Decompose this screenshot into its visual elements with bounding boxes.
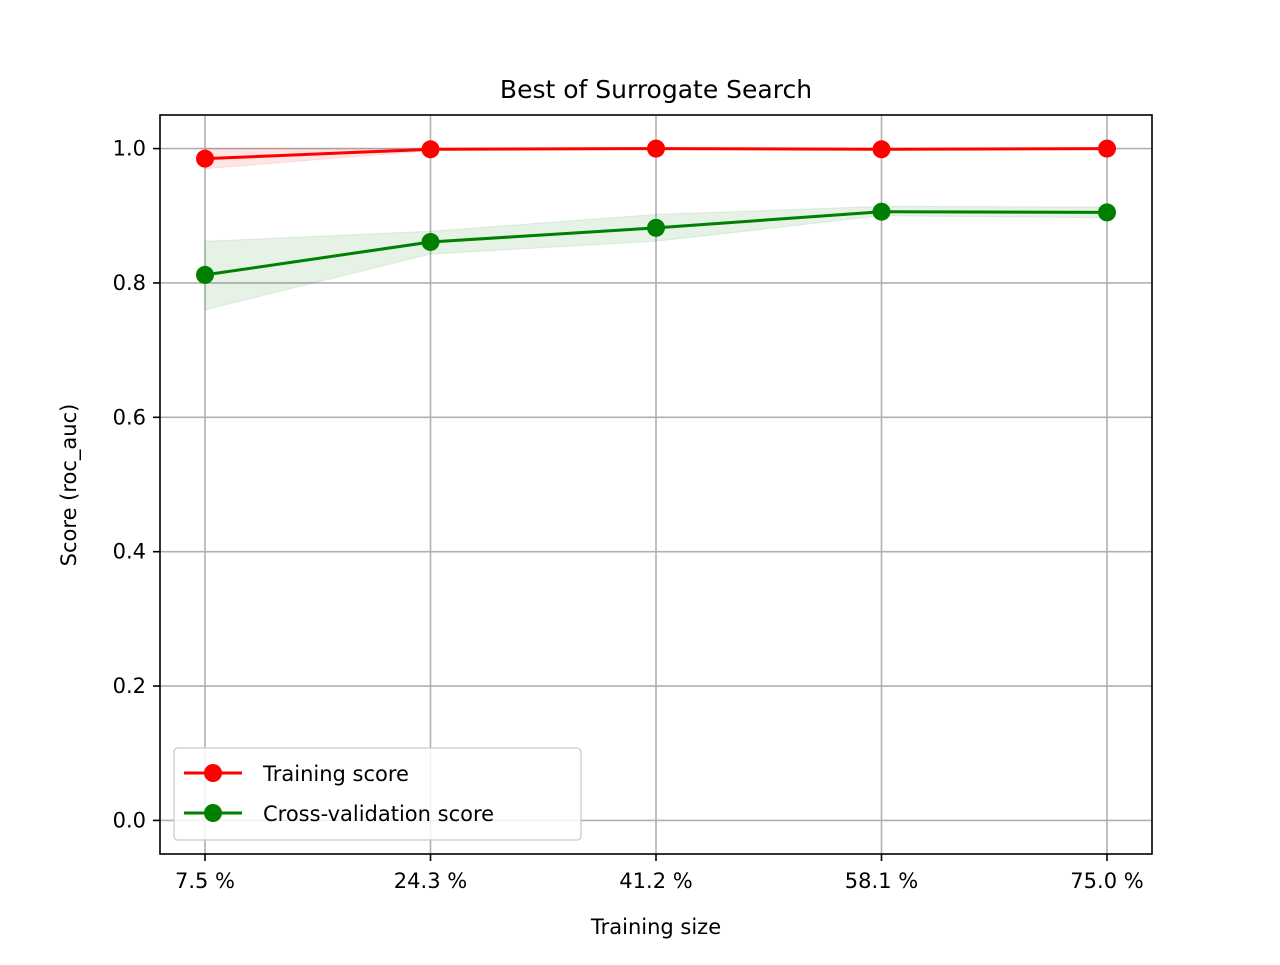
series-markers [196,139,1116,284]
data-point [1098,139,1116,158]
data-point [196,149,214,168]
x-tick-label: 58.1 % [845,869,918,893]
data-point [421,232,440,251]
legend-entries: Training score Cross-validation score [184,762,494,826]
data-point [872,202,891,221]
y-axis-ticks: 0.0 0.2 0.4 0.6 0.8 1.0 [113,137,160,832]
x-axis-ticks: 7.5 % 24.3 % 41.2 % 58.1 % 75.0 % [175,854,1144,893]
y-tick-label: 0.2 [113,674,146,698]
legend-label: Cross-validation score [263,802,494,826]
legend-label: Training score [262,762,409,786]
x-tick-label: 24.3 % [394,869,467,893]
x-tick-label: 41.2 % [619,869,692,893]
legend-marker [204,764,222,782]
x-axis-label: Training size [590,915,721,939]
legend-box [173,747,582,841]
y-tick-label: 0.0 [113,808,146,832]
y-tick-label: 0.6 [113,405,146,429]
legend-marker [204,804,222,822]
chart-title: Best of Surrogate Search [500,75,812,104]
data-point [421,140,440,159]
x-tick-label: 75.0 % [1070,869,1143,893]
y-axis-label: Score (roc_auc) [57,404,82,567]
data-point [1098,203,1116,222]
data-point [872,140,891,159]
data-point [647,218,665,237]
data-point [647,139,665,158]
y-tick-label: 1.0 [113,137,146,161]
legend: Training score Cross-validation score [173,747,582,841]
data-point [196,265,214,284]
x-tick-label: 7.5 % [175,869,235,893]
y-tick-label: 0.8 [113,271,146,295]
y-tick-label: 0.4 [113,540,146,564]
